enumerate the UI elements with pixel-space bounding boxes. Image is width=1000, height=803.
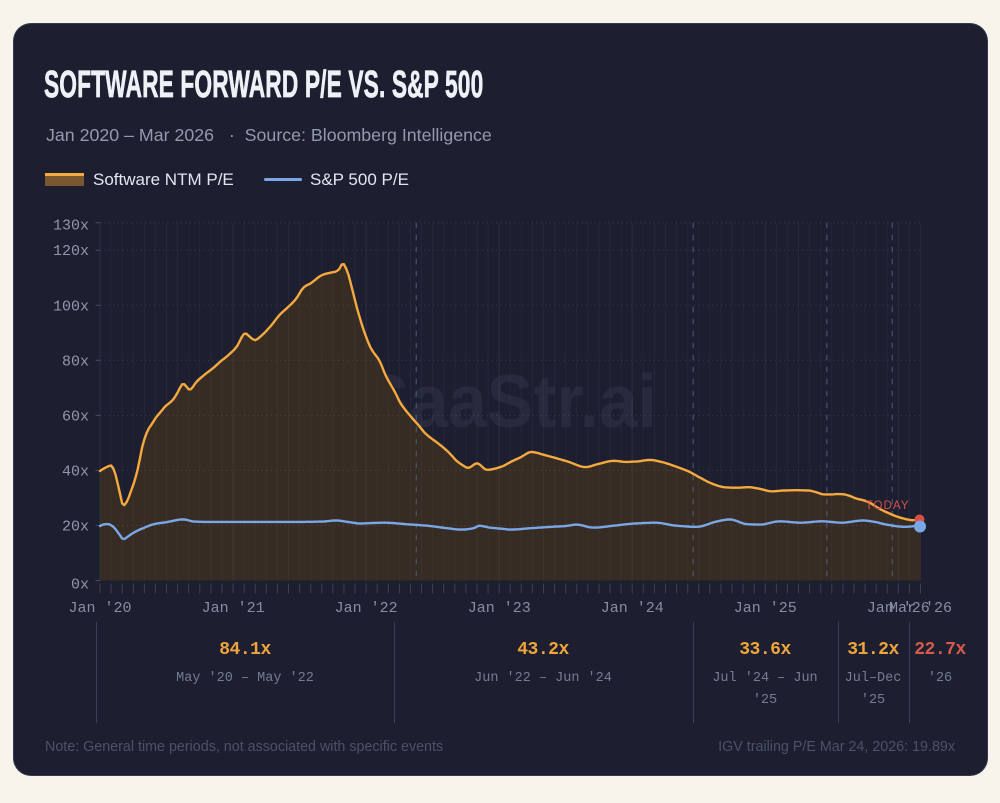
svg-text:130x: 130x (53, 218, 89, 235)
svg-text:80x: 80x (62, 353, 89, 370)
svg-text:Jan '26: Jan '26 (867, 600, 930, 617)
svg-text:Mar '26: Mar '26 (889, 600, 952, 617)
svg-text:20x: 20x (62, 519, 89, 536)
svg-text:100x: 100x (53, 298, 89, 315)
svg-text:120x: 120x (53, 243, 89, 260)
svg-text:Jan '24: Jan '24 (601, 600, 664, 617)
svg-text:40x: 40x (62, 463, 89, 480)
svg-text:TODAY: TODAY (865, 498, 909, 512)
svg-text:Jan '20: Jan '20 (68, 600, 131, 617)
svg-text:60x: 60x (62, 408, 89, 425)
svg-text:Jan '23: Jan '23 (468, 600, 531, 617)
svg-text:0x: 0x (71, 577, 89, 594)
svg-text:Jan '22: Jan '22 (335, 600, 398, 617)
svg-text:Jan '21: Jan '21 (202, 600, 265, 617)
svg-text:Jan '25: Jan '25 (734, 600, 797, 617)
